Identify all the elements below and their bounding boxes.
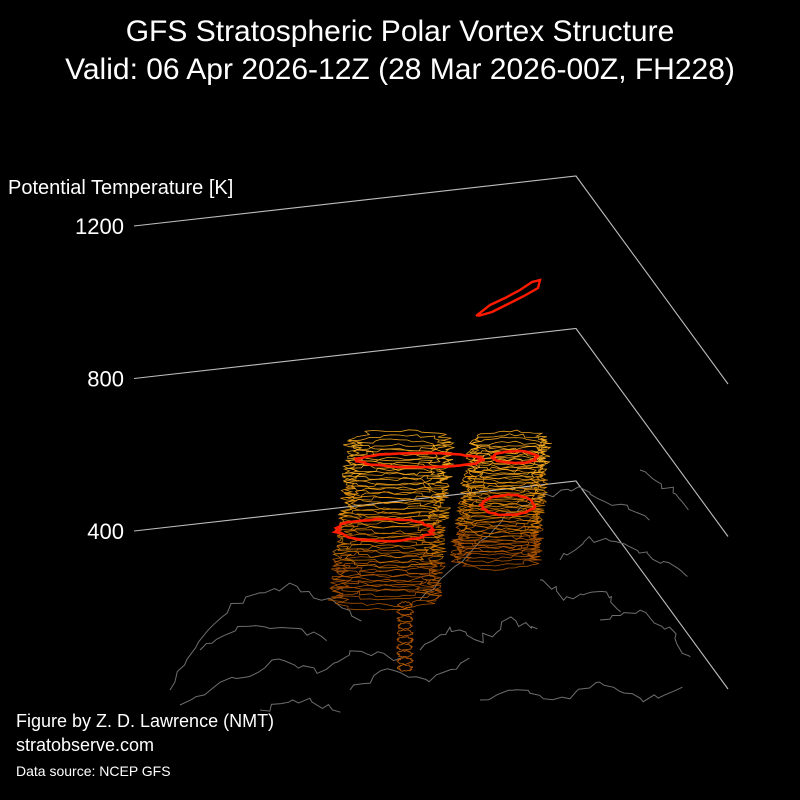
isentropic-shell-contour — [331, 559, 444, 583]
vortex-edge-contour — [354, 451, 486, 469]
isentropic-shell-contour — [344, 482, 449, 505]
vortex-edge-contour — [331, 517, 436, 543]
author-credit: Figure by Z. D. Lawrence (NMT) — [16, 711, 275, 731]
coastline-segment — [419, 616, 538, 651]
isentropic-shell-contour — [467, 466, 546, 487]
isentropic-shell-contour — [460, 481, 549, 501]
isentropic-shell-contour — [348, 429, 452, 452]
isentropic-shell-contour — [332, 540, 447, 564]
isentropic-shell-contour — [455, 499, 545, 520]
coastline-segment — [559, 535, 688, 577]
isentropic-shell-contour — [460, 487, 546, 508]
isentropic-shell-contour — [340, 487, 447, 511]
isentropic-shell-contour — [347, 443, 453, 467]
website-credit: stratobserve.com — [16, 735, 155, 755]
vortex-edge-contours — [331, 278, 542, 543]
z-tick-label-1200: 1200 — [75, 214, 124, 239]
isentropic-shell-contour — [471, 436, 552, 458]
vortex-edge-contour — [478, 493, 537, 517]
z-tick-label-400: 400 — [87, 519, 124, 544]
isentropic-shell-contour — [396, 629, 415, 637]
isentropic-shell-contour — [397, 600, 414, 610]
isentropic-shell-contour — [465, 447, 548, 469]
isentropic-shell-contour — [455, 512, 543, 535]
isentropic-shell-contour — [344, 491, 444, 515]
isentropic-shell-contour — [449, 530, 542, 553]
chart-title: GFS Stratospheric Polar Vortex Structure — [125, 15, 675, 48]
isentropic-shell-contour — [396, 664, 413, 672]
isentropic-shell-contour — [449, 546, 541, 567]
vortex-edge-filament — [475, 278, 542, 318]
z-axis-label: Potential Temperature [K] — [8, 177, 233, 199]
isentropic-shell-contour — [343, 434, 455, 456]
coastline-segment — [169, 582, 362, 691]
isentropic-shell-contour — [460, 473, 549, 494]
z-tick-label-800: 800 — [87, 367, 124, 392]
isentropic-shell-contour — [396, 657, 415, 665]
coastline-segment — [539, 579, 621, 613]
isentropic-shell-contour — [339, 507, 450, 529]
vortex-edge-contour — [490, 449, 541, 465]
isentropic-shell-contour — [336, 530, 446, 554]
isentropic-shell-contour — [327, 588, 440, 611]
coastline-segment — [199, 625, 328, 651]
isentropic-shell-contour — [469, 429, 548, 451]
coastline-segment — [349, 657, 470, 691]
isentropic-shell-contour — [331, 583, 443, 608]
coastline-segment — [179, 650, 403, 706]
isentropic-shell-contour — [396, 650, 415, 658]
isentropic-shell-contour — [468, 451, 551, 473]
isentropic-shell-contour — [342, 467, 453, 491]
z-grid-plane-400 — [133, 480, 729, 690]
isentropic-shell-contour — [396, 636, 414, 644]
isentropic-shell-contour — [395, 643, 414, 651]
z-grid-plane-800 — [133, 327, 729, 537]
coastline-segment — [639, 469, 689, 511]
isentropic-shell-contour — [469, 440, 548, 462]
isentropic-shell-contour — [396, 614, 414, 623]
coastline-map — [169, 469, 691, 713]
isentropic-shell-contour — [329, 579, 443, 601]
chart-subtitle: Valid: 06 Apr 2026-12Z (28 Mar 2026-00Z,… — [65, 53, 735, 86]
isentropic-shell-contour — [342, 453, 454, 476]
isentropic-shell-contour — [331, 549, 446, 573]
coastline-segment — [259, 697, 341, 713]
isentropic-shell-contour — [346, 438, 456, 462]
z-grid-plane-1200 — [133, 175, 729, 385]
coastline-segment — [599, 609, 691, 658]
isentropic-shell-contour — [397, 622, 414, 630]
data-source-credit: Data source: NCEP GFS — [16, 763, 171, 779]
isentropic-shell-contour — [396, 608, 414, 616]
z-axis-grid: 400 800 1200 — [75, 175, 729, 690]
isentropic-shell-contour — [332, 544, 444, 569]
coastline-segment — [479, 681, 683, 703]
isentropic-shell-contour — [463, 462, 547, 484]
isentropic-shell-contour — [457, 506, 544, 527]
isentropic-shell-contour — [452, 539, 540, 560]
